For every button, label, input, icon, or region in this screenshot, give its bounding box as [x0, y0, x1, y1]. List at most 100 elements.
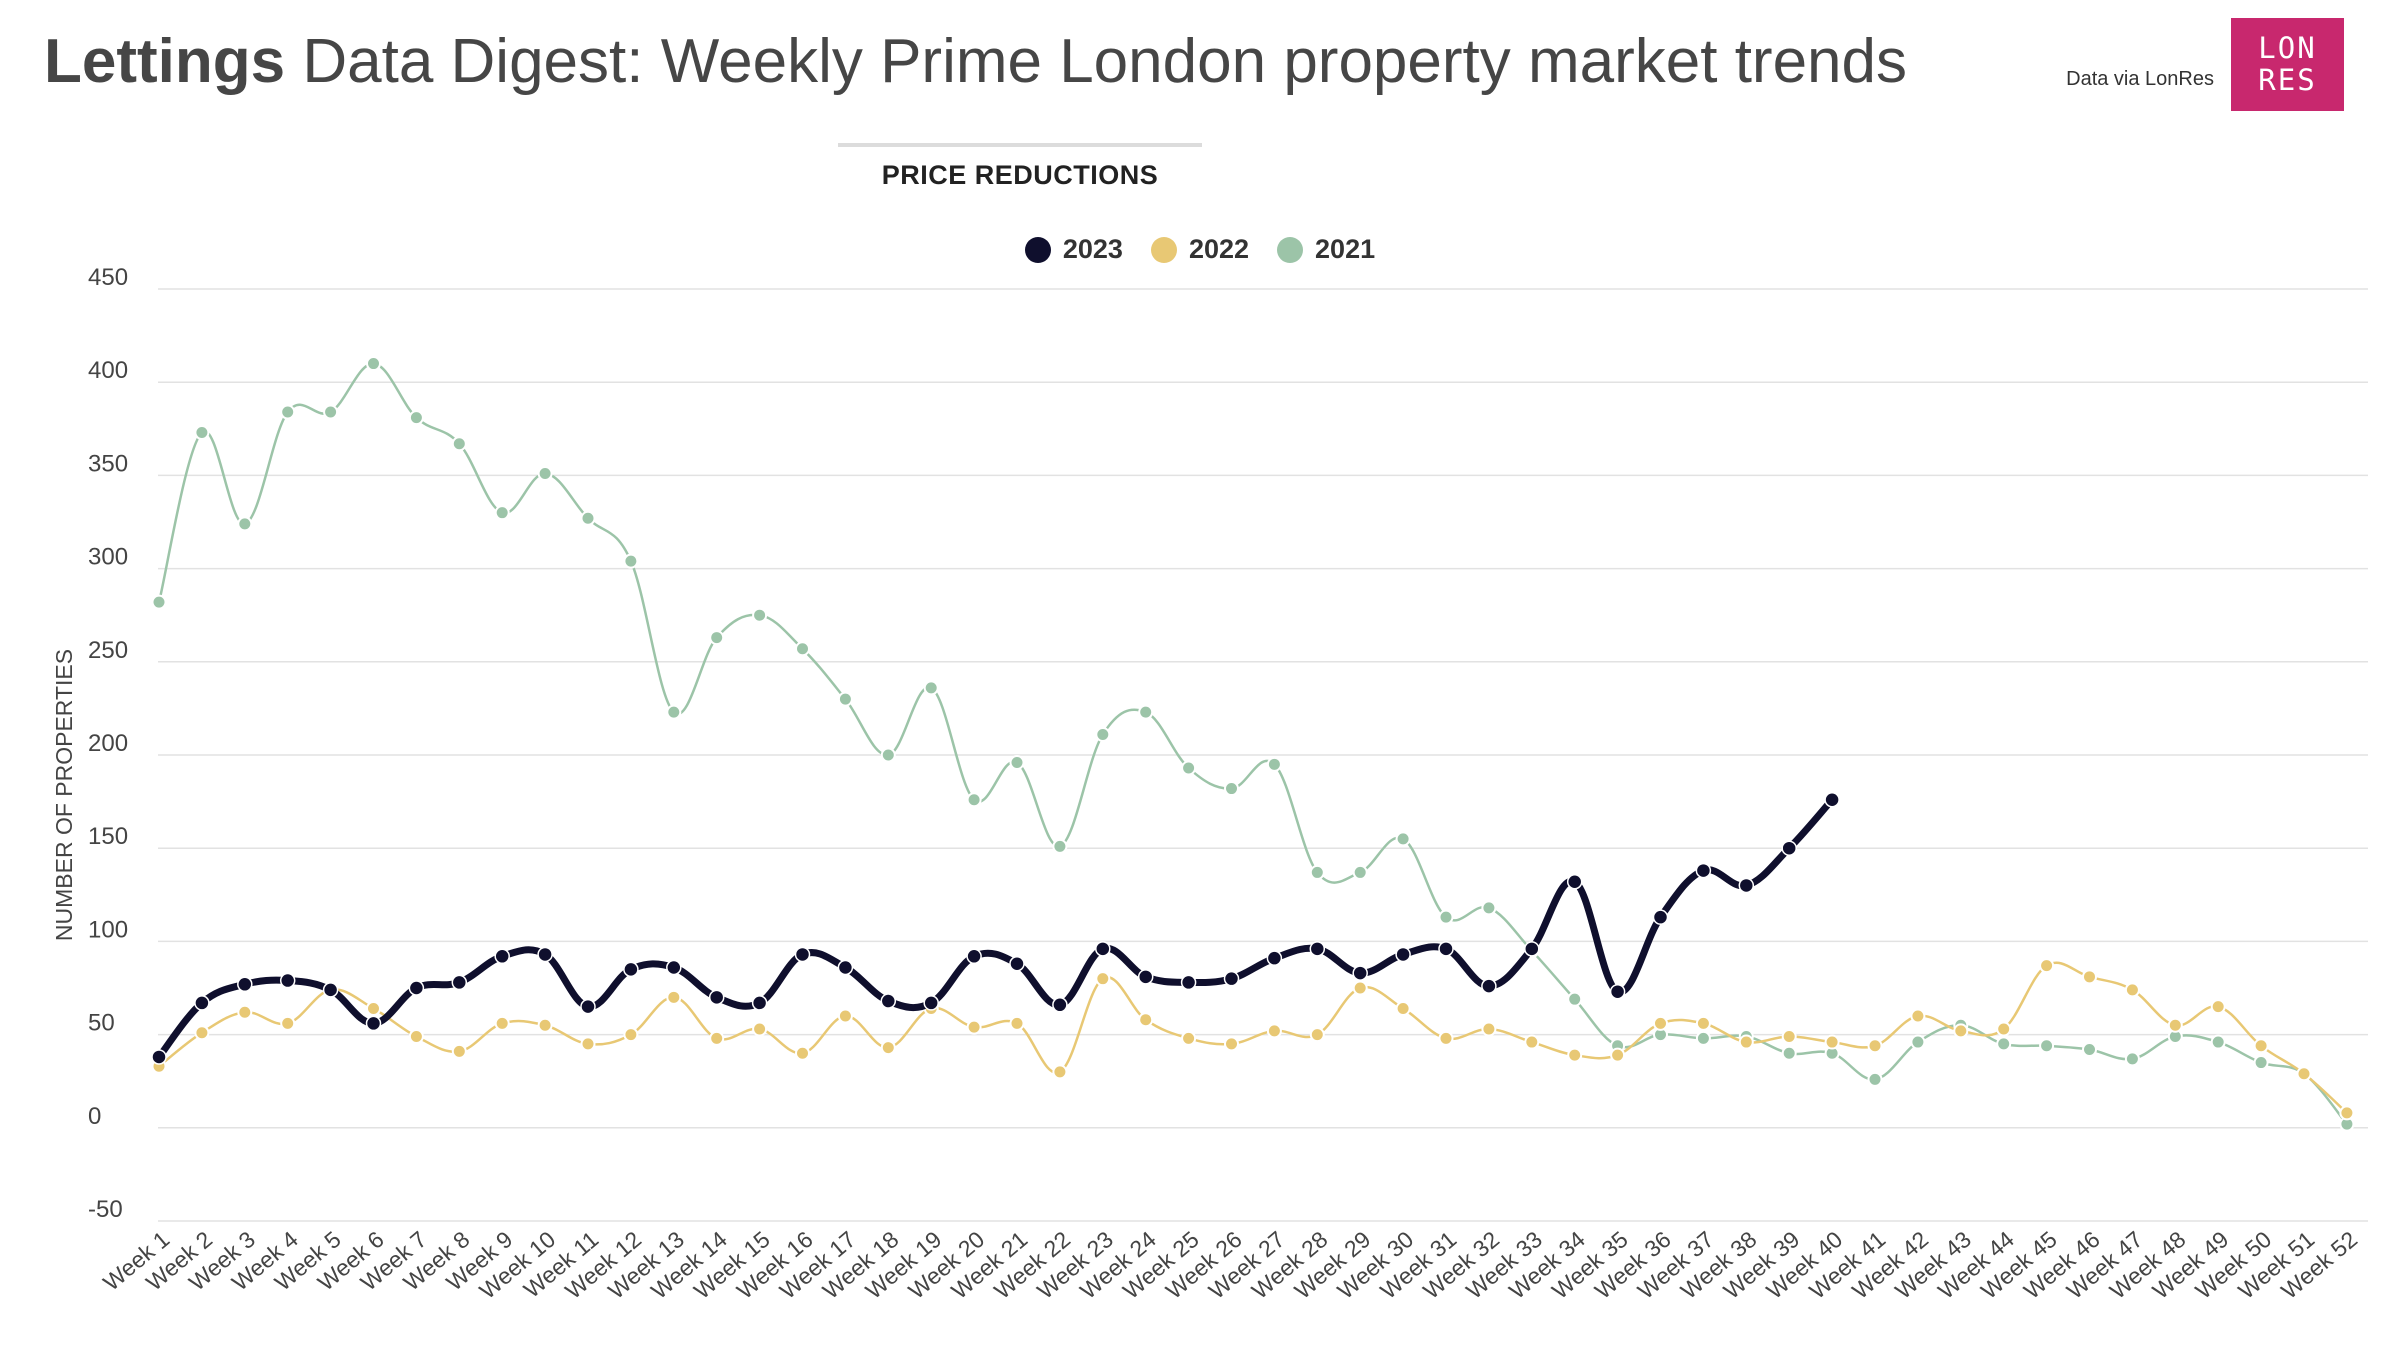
data-point-2023[interactable] — [708, 989, 725, 1006]
data-point-2021[interactable] — [666, 704, 682, 720]
data-point-2021[interactable] — [323, 404, 339, 420]
data-point-2023[interactable] — [1738, 877, 1755, 894]
data-point-2023[interactable] — [1481, 978, 1497, 994]
data-point-2021[interactable] — [1266, 756, 1282, 772]
data-point-2022[interactable] — [280, 1015, 296, 1031]
data-point-2023[interactable] — [666, 959, 682, 976]
data-point-2023[interactable] — [322, 982, 339, 998]
data-point-2022[interactable] — [2039, 958, 2055, 974]
data-point-2023[interactable] — [623, 961, 639, 978]
data-point-2022[interactable] — [237, 1004, 253, 1020]
data-point-2021[interactable] — [1996, 1036, 2012, 1052]
data-point-2021[interactable] — [1567, 991, 1583, 1007]
data-point-2023[interactable] — [1609, 983, 1626, 1000]
data-point-2022[interactable] — [2124, 982, 2140, 998]
data-point-2023[interactable] — [194, 995, 210, 1011]
data-point-2022[interactable] — [1781, 1028, 1797, 1044]
data-point-2021[interactable] — [1052, 838, 1068, 854]
data-point-2022[interactable] — [1953, 1023, 1969, 1039]
data-point-2023[interactable] — [880, 993, 897, 1009]
data-point-2023[interactable] — [1095, 941, 1111, 957]
data-point-2021[interactable] — [537, 466, 553, 482]
data-point-2021[interactable] — [280, 404, 296, 420]
data-point-2022[interactable] — [1095, 971, 1111, 987]
data-point-2022[interactable] — [194, 1025, 210, 1041]
data-point-2021[interactable] — [151, 594, 167, 610]
data-point-2023[interactable] — [1695, 862, 1712, 879]
data-point-2021[interactable] — [623, 553, 639, 569]
data-point-2021[interactable] — [194, 425, 210, 441]
data-point-2022[interactable] — [2296, 1066, 2312, 1082]
data-point-2023[interactable] — [1566, 874, 1583, 890]
data-point-2022[interactable] — [580, 1036, 596, 1052]
data-point-2021[interactable] — [451, 436, 467, 452]
data-point-2021[interactable] — [1224, 781, 1239, 797]
data-point-2021[interactable] — [837, 691, 853, 707]
legend-item-2022[interactable]: 2022 — [1150, 234, 1249, 265]
data-point-2023[interactable] — [537, 946, 553, 963]
data-point-2022[interactable] — [1824, 1034, 1840, 1050]
data-point-2022[interactable] — [1181, 1030, 1197, 1046]
data-point-2021[interactable] — [2039, 1038, 2055, 1054]
data-point-2023[interactable] — [837, 959, 854, 976]
data-point-2022[interactable] — [795, 1045, 810, 1061]
data-point-2023[interactable] — [1781, 840, 1797, 856]
data-point-2021[interactable] — [1910, 1034, 1926, 1050]
data-point-2021[interactable] — [1395, 831, 1411, 847]
data-point-2021[interactable] — [2210, 1034, 2226, 1050]
data-point-2022[interactable] — [1867, 1038, 1883, 1054]
data-point-2023[interactable] — [1824, 791, 1840, 808]
data-point-2023[interactable] — [580, 998, 596, 1015]
data-point-2021[interactable] — [580, 510, 596, 526]
data-point-2023[interactable] — [1652, 909, 1669, 925]
data-point-2021[interactable] — [752, 607, 768, 623]
data-point-2021[interactable] — [1352, 864, 1368, 880]
data-point-2022[interactable] — [666, 989, 682, 1005]
data-point-2023[interactable] — [279, 972, 296, 989]
data-point-2022[interactable] — [1395, 1001, 1411, 1017]
data-point-2022[interactable] — [1524, 1034, 1540, 1050]
data-point-2022[interactable] — [1610, 1047, 1626, 1063]
data-point-2023[interactable] — [1052, 997, 1068, 1013]
data-point-2022[interactable] — [1481, 1021, 1497, 1037]
data-point-2021[interactable] — [1309, 864, 1325, 880]
data-point-2021[interactable] — [880, 747, 896, 763]
data-point-2021[interactable] — [408, 410, 424, 426]
data-point-2021[interactable] — [1695, 1030, 1711, 1046]
data-point-2023[interactable] — [1524, 941, 1540, 957]
data-point-2023[interactable] — [1438, 941, 1454, 957]
data-point-2023[interactable] — [1395, 946, 1411, 963]
data-point-2022[interactable] — [2339, 1105, 2355, 1121]
data-point-2021[interactable] — [237, 516, 253, 532]
data-point-2023[interactable] — [365, 1015, 382, 1032]
data-point-2022[interactable] — [1996, 1021, 2012, 1037]
data-point-2021[interactable] — [2253, 1055, 2269, 1071]
data-point-2023[interactable] — [408, 980, 425, 996]
data-point-2022[interactable] — [1352, 980, 1368, 996]
data-point-2023[interactable] — [151, 1049, 167, 1065]
data-point-2022[interactable] — [1438, 1030, 1454, 1046]
data-point-2022[interactable] — [451, 1043, 467, 1059]
data-point-2021[interactable] — [1138, 704, 1154, 720]
data-point-2022[interactable] — [2210, 999, 2226, 1015]
data-point-2021[interactable] — [1867, 1071, 1883, 1087]
data-point-2022[interactable] — [1695, 1015, 1711, 1031]
data-point-2022[interactable] — [752, 1021, 768, 1037]
data-point-2023[interactable] — [923, 995, 939, 1011]
data-point-2021[interactable] — [1481, 900, 1497, 916]
data-point-2021[interactable] — [1181, 760, 1197, 776]
data-point-2021[interactable] — [1009, 754, 1025, 770]
data-point-2022[interactable] — [1738, 1034, 1754, 1050]
data-point-2023[interactable] — [494, 948, 510, 965]
data-point-2022[interactable] — [623, 1027, 639, 1043]
data-point-2023[interactable] — [1137, 969, 1154, 985]
data-point-2023[interactable] — [1223, 970, 1240, 987]
data-point-2022[interactable] — [494, 1015, 510, 1031]
data-point-2022[interactable] — [1309, 1027, 1325, 1043]
data-point-2022[interactable] — [1052, 1064, 1068, 1080]
data-point-2021[interactable] — [1095, 726, 1111, 742]
data-point-2023[interactable] — [966, 948, 982, 965]
data-point-2023[interactable] — [451, 974, 468, 991]
data-point-2023[interactable] — [794, 946, 811, 963]
data-point-2022[interactable] — [880, 1040, 896, 1056]
